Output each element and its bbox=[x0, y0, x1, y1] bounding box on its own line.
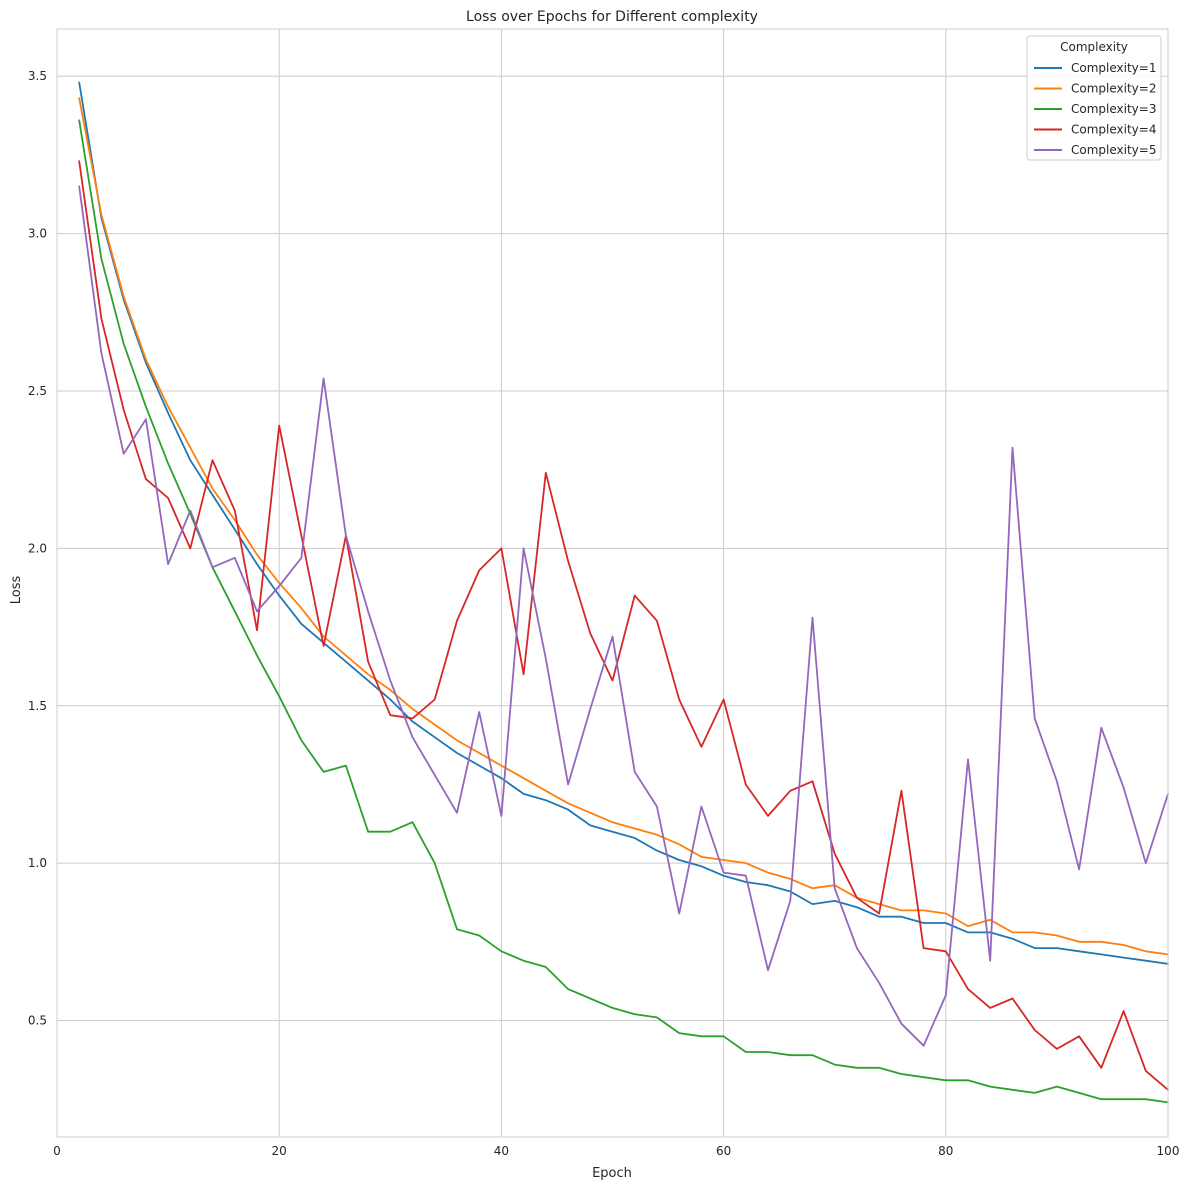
series-lines bbox=[78, 81, 1169, 1104]
series-line-complexity-3 bbox=[78, 119, 1169, 1104]
legend-item-complexity-3: Complexity=3 bbox=[1034, 102, 1156, 116]
tick-labels: 0 20 40 60 80 100 0.5 1.0 1.5 2.0 2.5 3.0 3.5 bbox=[28, 69, 1180, 1158]
y-tick-label: 2.5 bbox=[28, 384, 47, 398]
plot-area bbox=[57, 29, 1168, 1137]
legend-label: Complexity=4 bbox=[1071, 123, 1156, 137]
legend-label: Complexity=3 bbox=[1071, 102, 1156, 116]
legend-label: Complexity=1 bbox=[1071, 61, 1156, 75]
plot-frame bbox=[56, 28, 1169, 1138]
legend-title: Complexity bbox=[1060, 40, 1128, 54]
legend-box bbox=[1026, 35, 1162, 161]
series-line-complexity-5 bbox=[78, 185, 1169, 1047]
legend: Complexity Complexity=1Complexity=2Compl… bbox=[1026, 35, 1162, 161]
y-tick-label: 1.5 bbox=[28, 699, 47, 713]
x-tick-label: 100 bbox=[1157, 1144, 1180, 1158]
y-tick-label: 3.5 bbox=[28, 69, 47, 83]
legend-items: Complexity=1 Complexity=2 Complexity=3 Comp… bbox=[1034, 61, 1156, 157]
x-tick-label: 0 bbox=[53, 1144, 61, 1158]
legend-item-complexity-5: Complexity=5 bbox=[1034, 143, 1156, 157]
legend-item-complexity-2: Complexity=2 bbox=[1034, 82, 1156, 96]
y-tick-label: 2.0 bbox=[28, 541, 47, 555]
x-tick-label: 80 bbox=[938, 1144, 953, 1158]
y-tick-label: 0.5 bbox=[28, 1014, 47, 1028]
x-tick-label: 20 bbox=[272, 1144, 287, 1158]
x-tick-label: 40 bbox=[494, 1144, 509, 1158]
legend-item-complexity-1: Complexity=1 bbox=[1034, 61, 1156, 75]
chart-title: Loss over Epochs for Different complexit… bbox=[466, 9, 758, 25]
y-axis-label: Loss bbox=[9, 576, 24, 605]
y-tick-label: 1.0 bbox=[28, 856, 47, 870]
legend-label: Complexity=5 bbox=[1071, 143, 1156, 157]
legend-item-complexity-4: Complexity=4 bbox=[1034, 123, 1156, 137]
x-axis-label: Epoch bbox=[592, 1166, 632, 1181]
series-line-complexity-4 bbox=[78, 160, 1169, 1091]
legend-label: Complexity=2 bbox=[1071, 82, 1156, 96]
x-tick-label: 60 bbox=[716, 1144, 731, 1158]
y-tick-label: 3.0 bbox=[28, 227, 47, 241]
